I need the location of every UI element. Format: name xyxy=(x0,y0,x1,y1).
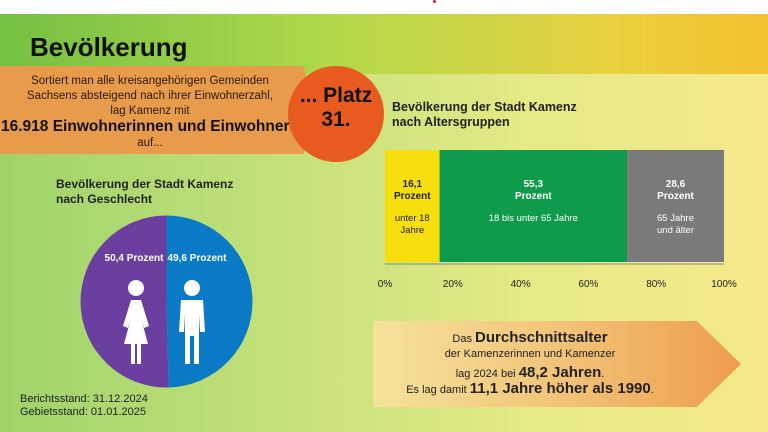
bar-unit-2: Prozent xyxy=(657,191,694,202)
average-age-line2: der Kamenzerinnen und Kamenzer xyxy=(444,348,616,360)
pie-slice-männlich xyxy=(166,215,253,388)
population-count: 16.918 Einwohnerinnen und Einwohnern xyxy=(1,118,299,135)
x-tick-label: 60% xyxy=(578,279,598,290)
age-chart-title: Bevölkerung der Stadt Kamenz nach Alters… xyxy=(392,100,577,130)
ranking-banner xyxy=(0,66,316,154)
bar-unit-0: Prozent xyxy=(394,191,431,202)
pie-label-weiblich: 50,4 Prozent xyxy=(105,253,165,264)
rank-circle xyxy=(288,66,384,162)
berichtsstand: Berichtsstand: 31.12.2024 xyxy=(20,393,148,405)
gender-chart-title-line2: nach Geschlecht xyxy=(56,192,153,206)
bar-group-label2-0: Jahre xyxy=(400,225,424,236)
average-age-line1: Das Durchschnittsalter xyxy=(385,329,675,346)
average-age-l3-post: . xyxy=(601,368,605,380)
page-title: Bevölkerung xyxy=(30,32,188,62)
male-head xyxy=(184,280,200,296)
average-age-l4-post: . xyxy=(650,384,654,396)
footer: Berichtsstand: 31.12.2024 Gebietsstand: … xyxy=(20,393,148,419)
average-age-l3-pre: lag 2024 bei xyxy=(455,368,519,380)
rank-label-line2: 31. xyxy=(321,108,351,131)
x-tick-label: 100% xyxy=(711,279,737,290)
header-band xyxy=(0,14,768,74)
bar-value-1: 55,3 xyxy=(524,179,544,190)
ranking-text-3: lag Kamenz mit xyxy=(110,105,190,117)
x-tick-label: 20% xyxy=(443,279,463,290)
average-age-difference: 11,1 Jahre höher als 1990 xyxy=(469,380,651,397)
bar-segment-1 xyxy=(439,150,628,262)
bar-value-0: 16,1 xyxy=(403,179,423,190)
average-age-value: 48,2 Jahren xyxy=(518,364,602,381)
gender-chart-title: Bevölkerung der Stadt Kamenz nach Geschl… xyxy=(56,177,233,207)
bar-group-label-2: 65 Jahre xyxy=(657,213,694,224)
x-tick-label: 80% xyxy=(646,279,666,290)
average-age-line3: lag 2024 bei 48,2 Jahren. xyxy=(385,364,675,381)
average-age-arrow xyxy=(373,321,741,407)
pie-slice-weiblich xyxy=(80,215,169,388)
average-age-l1-pre: Das xyxy=(452,333,476,345)
ranking-text-4: auf... xyxy=(137,137,163,149)
gender-chart-title-line1: Bevölkerung der Stadt Kamenz xyxy=(56,177,234,191)
average-age-line4: Es lag damit 11,1 Jahre höher als 1990. xyxy=(385,380,675,397)
gebietsstand: Gebietsstand: 01.01.2025 xyxy=(20,406,146,418)
male-figure-icon xyxy=(179,300,205,364)
bar-group-label2-2: und älter xyxy=(657,225,694,236)
red-dot xyxy=(433,0,436,3)
x-tick-label: 40% xyxy=(511,279,531,290)
pie-label-männlich: 49,6 Prozent xyxy=(168,253,228,264)
bar-segment-2 xyxy=(627,150,724,262)
rank-label-line1: ... Platz xyxy=(299,84,373,107)
female-head xyxy=(128,280,144,296)
bar-segment-0 xyxy=(385,150,440,262)
ranking-text-2: Sachsens absteigend nach ihrer Einwohner… xyxy=(26,90,274,102)
female-figure-icon xyxy=(123,300,149,364)
gender-pie-chart: 50,4 Prozent 49,6 Prozent xyxy=(80,215,253,388)
average-age-heading: Durchschnittsalter xyxy=(475,329,608,346)
x-tick-label: 0% xyxy=(378,279,393,290)
average-age-l4-pre: Es lag damit xyxy=(406,384,470,396)
bar-group-label-1: 18 bis unter 65 Jahre xyxy=(489,213,578,224)
bar-value-2: 28,6 xyxy=(666,179,686,190)
bar-group-label-0: unter 18 xyxy=(395,213,430,224)
rank-label: ... Platz 31. xyxy=(288,84,384,132)
age-chart-title-line1: Bevölkerung der Stadt Kamenz xyxy=(392,100,577,114)
ranking-text-1: Sortiert man alle kreisangehörigen Gemei… xyxy=(31,75,269,87)
bar-unit-1: Prozent xyxy=(515,191,552,202)
age-chart-title-line2: nach Altersgruppen xyxy=(392,115,510,129)
